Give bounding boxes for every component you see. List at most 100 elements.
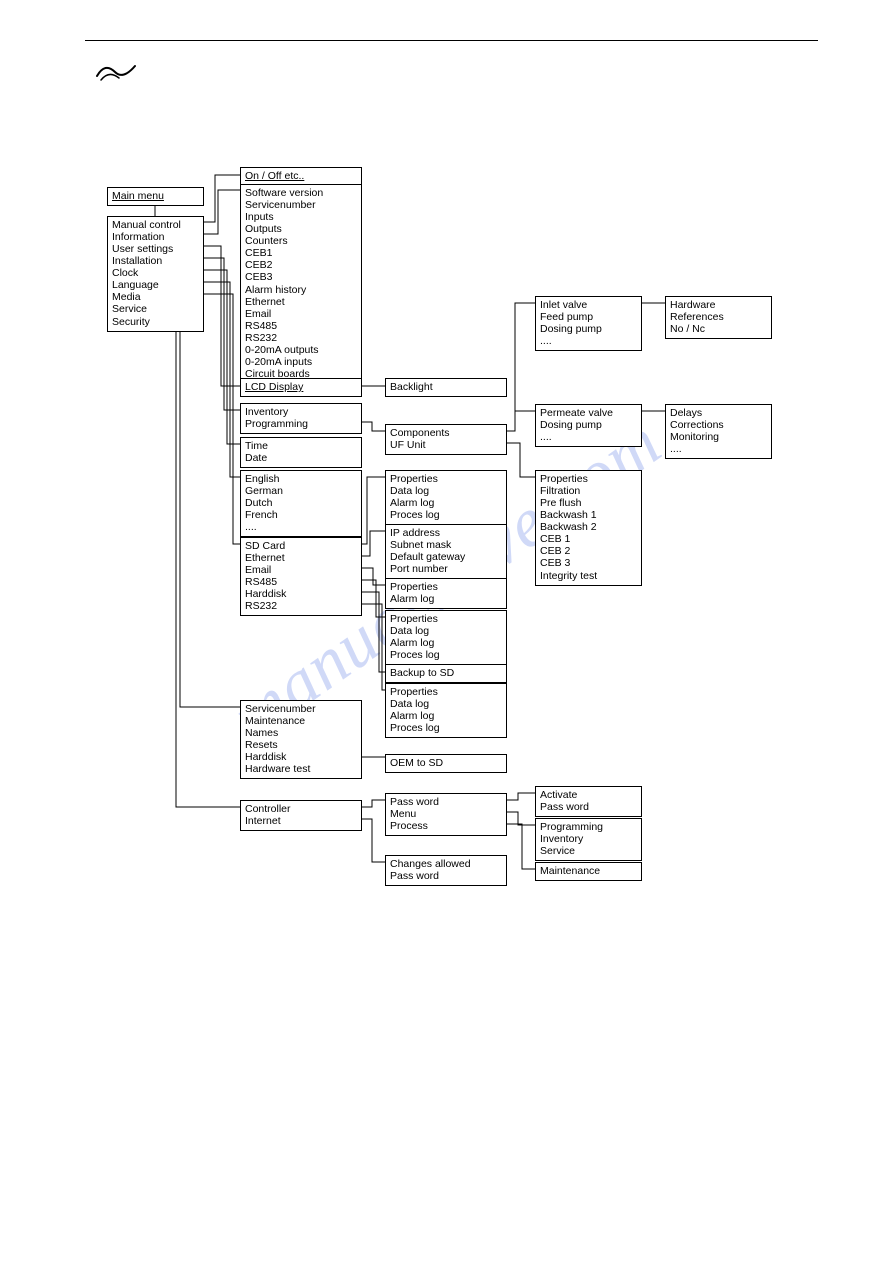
edge (176, 318, 240, 807)
page: manualshive.com Main menuManual controlI… (0, 0, 893, 1263)
node-line: Properties (390, 686, 502, 698)
node-line: Outputs (245, 223, 357, 235)
node-line: Pass word (390, 796, 502, 808)
node-line: Inventory (540, 833, 637, 845)
node-line: .... (540, 431, 637, 443)
node-line: Backwash 2 (540, 521, 637, 533)
node-line: Alarm log (390, 497, 502, 509)
node-line: Properties (390, 613, 502, 625)
node-line: Inventory (245, 406, 357, 418)
node-line: Hardware test (245, 763, 357, 775)
edge (202, 282, 240, 477)
node-root_items: Manual controlInformationUser settingsIn… (107, 216, 204, 332)
edge (505, 793, 535, 800)
node-line: Process (390, 820, 502, 832)
node-line: 0-20mA outputs (245, 344, 357, 356)
node-line: References (670, 311, 767, 323)
node-main_menu: Main menu (107, 187, 204, 206)
edge (360, 568, 385, 585)
node-line: UF Unit (390, 439, 502, 451)
node-hw: HardwareReferencesNo / Nc (665, 296, 772, 339)
wave-logo-icon (95, 58, 143, 89)
node-line: Programming (540, 821, 637, 833)
edge (202, 258, 240, 410)
node-comp_b: Permeate valveDosing pump.... (535, 404, 642, 447)
node-line: Data log (390, 698, 502, 710)
node-line: CEB 1 (540, 533, 637, 545)
node-line: Servicenumber (245, 703, 357, 715)
node-line: No / Nc (670, 323, 767, 335)
node-lcd: LCD Display (240, 378, 362, 397)
node-line: Alarm log (390, 710, 502, 722)
edge (180, 306, 240, 707)
edge (202, 294, 240, 544)
node-line: Alarm history (245, 284, 357, 296)
node-backlight: Backlight (385, 378, 507, 397)
node-line: Clock (112, 267, 199, 279)
node-line: Proces log (390, 509, 502, 521)
edge (360, 800, 385, 807)
node-clock: TimeDate (240, 437, 362, 468)
node-line: CEB3 (245, 271, 357, 283)
node-line: Alarm log (390, 637, 502, 649)
node-line: French (245, 509, 357, 521)
node-line: RS485 (245, 576, 357, 588)
node-lang: EnglishGermanDutchFrench.... (240, 470, 362, 537)
node-line: Media (112, 291, 199, 303)
node-line: English (245, 473, 357, 485)
node-comp_a: Inlet valveFeed pumpDosing pump.... (535, 296, 642, 351)
node-line: Language (112, 279, 199, 291)
node-line: Integrity test (540, 570, 637, 582)
node-line: User settings (112, 243, 199, 255)
node-line: Menu (390, 808, 502, 820)
node-line: CEB1 (245, 247, 357, 259)
edge (505, 812, 535, 825)
edge (202, 175, 240, 222)
node-line: Information (112, 231, 199, 243)
node-line: Activate (540, 789, 637, 801)
edge (360, 580, 385, 617)
edge (505, 443, 535, 477)
node-line: Harddisk (245, 588, 357, 600)
node-line: Subnet mask (390, 539, 502, 551)
node-sec_ctrl: Pass wordMenuProcess (385, 793, 507, 836)
node-info_items: Software versionServicenumberInputsOutpu… (240, 184, 362, 384)
node-line: Time (245, 440, 357, 452)
node-line: .... (540, 335, 637, 347)
node-line: Harddisk (245, 751, 357, 763)
node-line: Inputs (245, 211, 357, 223)
edge (202, 190, 240, 234)
node-eth_sub: IP addressSubnet maskDefault gatewayPort… (385, 524, 507, 579)
node-line: Dosing pump (540, 323, 637, 335)
node-email_sub: PropertiesAlarm log (385, 578, 507, 609)
node-line: 0-20mA inputs (245, 356, 357, 368)
node-line: Pass word (540, 801, 637, 813)
node-line: Monitoring (670, 431, 767, 443)
node-line: Filtration (540, 485, 637, 497)
node-line: .... (245, 521, 357, 533)
edge (505, 303, 535, 431)
node-line: OEM to SD (390, 757, 502, 769)
edge (202, 270, 240, 444)
node-line: .... (670, 443, 767, 455)
node-line: Service (540, 845, 637, 857)
node-line: Email (245, 308, 357, 320)
node-line: Properties (390, 473, 502, 485)
node-line: Resets (245, 739, 357, 751)
node-uf_sub: PropertiesFiltrationPre flushBackwash 1B… (535, 470, 642, 586)
node-line: Hardware (670, 299, 767, 311)
node-line: Manual control (112, 219, 199, 231)
node-line: Security (112, 316, 199, 328)
node-rs232_sub: PropertiesData logAlarm logProces log (385, 683, 507, 738)
node-line: Dutch (245, 497, 357, 509)
node-line: IP address (390, 527, 502, 539)
edge (360, 592, 385, 672)
node-line: Servicenumber (245, 199, 357, 211)
node-hdd_sub: Backup to SD (385, 664, 507, 683)
node-line: Date (245, 452, 357, 464)
node-line: Backup to SD (390, 667, 502, 679)
node-line: Controller (245, 803, 357, 815)
edge (360, 422, 385, 431)
node-line: Components (390, 427, 502, 439)
node-line: Backwash 1 (540, 509, 637, 521)
